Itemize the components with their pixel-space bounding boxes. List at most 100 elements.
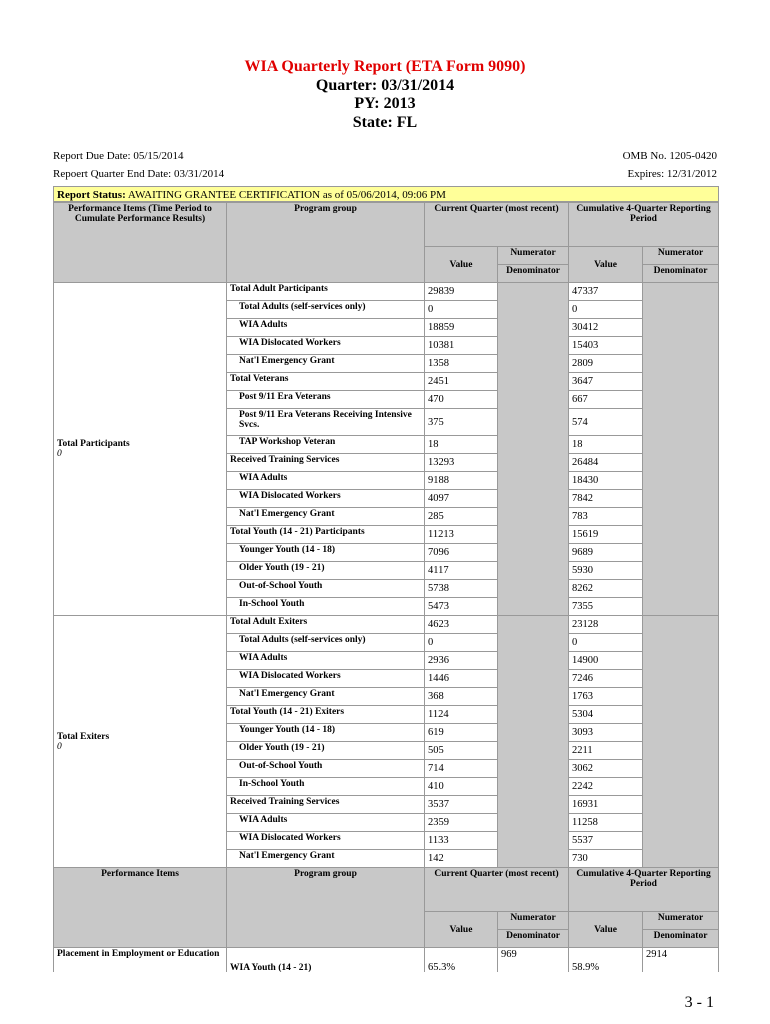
row: Total Adults (self-services only) 0 0 xyxy=(54,633,719,652)
value: 2451 xyxy=(424,372,498,391)
cum-value: 3647 xyxy=(568,372,644,391)
program-group: Nat'l Emergency Grant xyxy=(226,354,425,373)
header-program-group: Program group xyxy=(226,202,425,283)
program-group: Younger Youth (14 - 18) xyxy=(226,723,425,742)
value: 0 xyxy=(424,300,498,319)
value: 1446 xyxy=(424,669,498,688)
row: WIA Adults 18859 30412 xyxy=(54,318,719,337)
value: 11213 xyxy=(424,525,498,544)
program-group: Nat'l Emergency Grant xyxy=(226,687,425,706)
value: 5473 xyxy=(424,597,498,616)
status: Report Status: AWAITING GRANTEE CERTIFIC… xyxy=(53,186,719,202)
performance-item: Placement in Employment or Education xyxy=(53,947,227,972)
row: Nat'l Emergency Grant 285 783 xyxy=(54,507,719,526)
program-group: WIA Adults xyxy=(226,318,425,337)
cum-value: 47337 xyxy=(568,282,644,301)
header-numerator: Numerator xyxy=(496,911,570,930)
due-date: Report Due Date: 05/15/2014 xyxy=(53,150,184,162)
cum-value: 5304 xyxy=(568,705,644,724)
program-group: Nat'l Emergency Grant xyxy=(226,849,425,868)
quarter: Quarter: 03/31/2014 xyxy=(315,77,455,94)
value: 1124 xyxy=(424,705,498,724)
value: 3537 xyxy=(424,795,498,814)
numerator-blank xyxy=(496,282,570,616)
program-group: WIA Youth (14 - 21) xyxy=(226,947,425,972)
value: 505 xyxy=(424,741,498,760)
value: 5738 xyxy=(424,579,498,598)
value: 13293 xyxy=(424,453,498,472)
program-group: Total Adults (self-services only) xyxy=(226,633,425,652)
value: 18859 xyxy=(424,318,498,337)
program-group: Out-of-School Youth xyxy=(226,579,425,598)
program-group: Older Youth (19 - 21) xyxy=(226,561,425,580)
header-denominator: Denominator xyxy=(642,264,719,283)
cum-value: 5537 xyxy=(568,831,644,850)
value: 2359 xyxy=(424,813,498,832)
cum-value: 23128 xyxy=(568,615,644,634)
value: 0 xyxy=(424,633,498,652)
cum-value: 3093 xyxy=(568,723,644,742)
program-group: Total Youth (14 - 21) Participants xyxy=(226,525,425,544)
header-current-quarter: Current Quarter (most recent) xyxy=(423,202,570,247)
program-group: Total Veterans xyxy=(226,372,425,391)
value: 714 xyxy=(424,759,498,778)
state: State: FL xyxy=(352,114,418,131)
value: 7096 xyxy=(424,543,498,562)
header-numerator: Numerator xyxy=(496,246,570,265)
cum-value: 7355 xyxy=(568,597,644,616)
program-group: Received Training Services xyxy=(226,453,425,472)
program-group: In-School Youth xyxy=(226,597,425,616)
cum-numerator-blank xyxy=(642,282,719,616)
section-name: Total Participants xyxy=(57,439,130,449)
value: 10381 xyxy=(424,336,498,355)
cum-value: 11258 xyxy=(568,813,644,832)
value: 368 xyxy=(424,687,498,706)
value: 9188 xyxy=(424,471,498,490)
header-cumulative: Cumulative 4-Quarter Reporting Period xyxy=(568,202,719,247)
cum-value: 730 xyxy=(568,849,644,868)
program-group: WIA Dislocated Workers xyxy=(226,336,425,355)
cum-value: 2809 xyxy=(568,354,644,373)
cum-value: 18430 xyxy=(568,471,644,490)
program-group: Total Adult Exiters xyxy=(226,615,425,634)
header-value: Value xyxy=(568,911,644,948)
program-group: WIA Dislocated Workers xyxy=(226,669,425,688)
row: TAP Workshop Veteran 18 18 xyxy=(54,435,719,454)
cum-value: 18 xyxy=(568,435,644,454)
row: Denominator Denominator xyxy=(54,929,719,948)
value: 1133 xyxy=(424,831,498,850)
status-text: AWAITING GRANTEE CERTIFICATION as of 05/… xyxy=(127,189,446,201)
header-denominator: Denominator xyxy=(496,264,570,283)
value: 619 xyxy=(424,723,498,742)
row: Performance Items (Time Period to Cumula… xyxy=(53,202,719,283)
value: 4117 xyxy=(424,561,498,580)
program-group: Total Adults (self-services only) xyxy=(226,300,425,319)
cum-value: 26484 xyxy=(568,453,644,472)
cum-value: 783 xyxy=(568,507,644,526)
value: 29839 xyxy=(424,282,498,301)
header-program-group: Program group xyxy=(226,867,425,948)
program-group: Older Youth (19 - 21) xyxy=(226,741,425,760)
value: 4097 xyxy=(424,489,498,508)
program-group: WIA Dislocated Workers xyxy=(226,831,425,850)
row: Post 9/11 Era Veterans 470 667 xyxy=(54,390,719,409)
omb: OMB No. 1205-0420 xyxy=(622,150,717,162)
report: Report Status: AWAITING GRANTEE CERTIFIC… xyxy=(53,186,719,972)
row: In-School Youth 410 2242 xyxy=(54,777,719,796)
value: 2936 xyxy=(424,651,498,670)
row: Older Youth (19 - 21) 4117 5930 xyxy=(54,561,719,580)
row: Received Training Services 3537 16931 xyxy=(54,795,719,814)
report-table: Performance Items (Time Period to Cumula… xyxy=(53,202,719,972)
program-group: WIA Adults xyxy=(226,813,425,832)
program-group: Received Training Services xyxy=(226,795,425,814)
cum-value: 9689 xyxy=(568,543,644,562)
row: Total Veterans 2451 3647 xyxy=(54,372,719,391)
program-group: Post 9/11 Era Veterans xyxy=(226,390,425,409)
cum-numerator-blank xyxy=(642,615,719,868)
value: 65.3% xyxy=(424,947,498,972)
value: 410 xyxy=(424,777,498,796)
status-label: Report Status: xyxy=(57,189,126,201)
value: 375 xyxy=(424,408,498,436)
program-group: In-School Youth xyxy=(226,777,425,796)
cum-value: 15619 xyxy=(568,525,644,544)
